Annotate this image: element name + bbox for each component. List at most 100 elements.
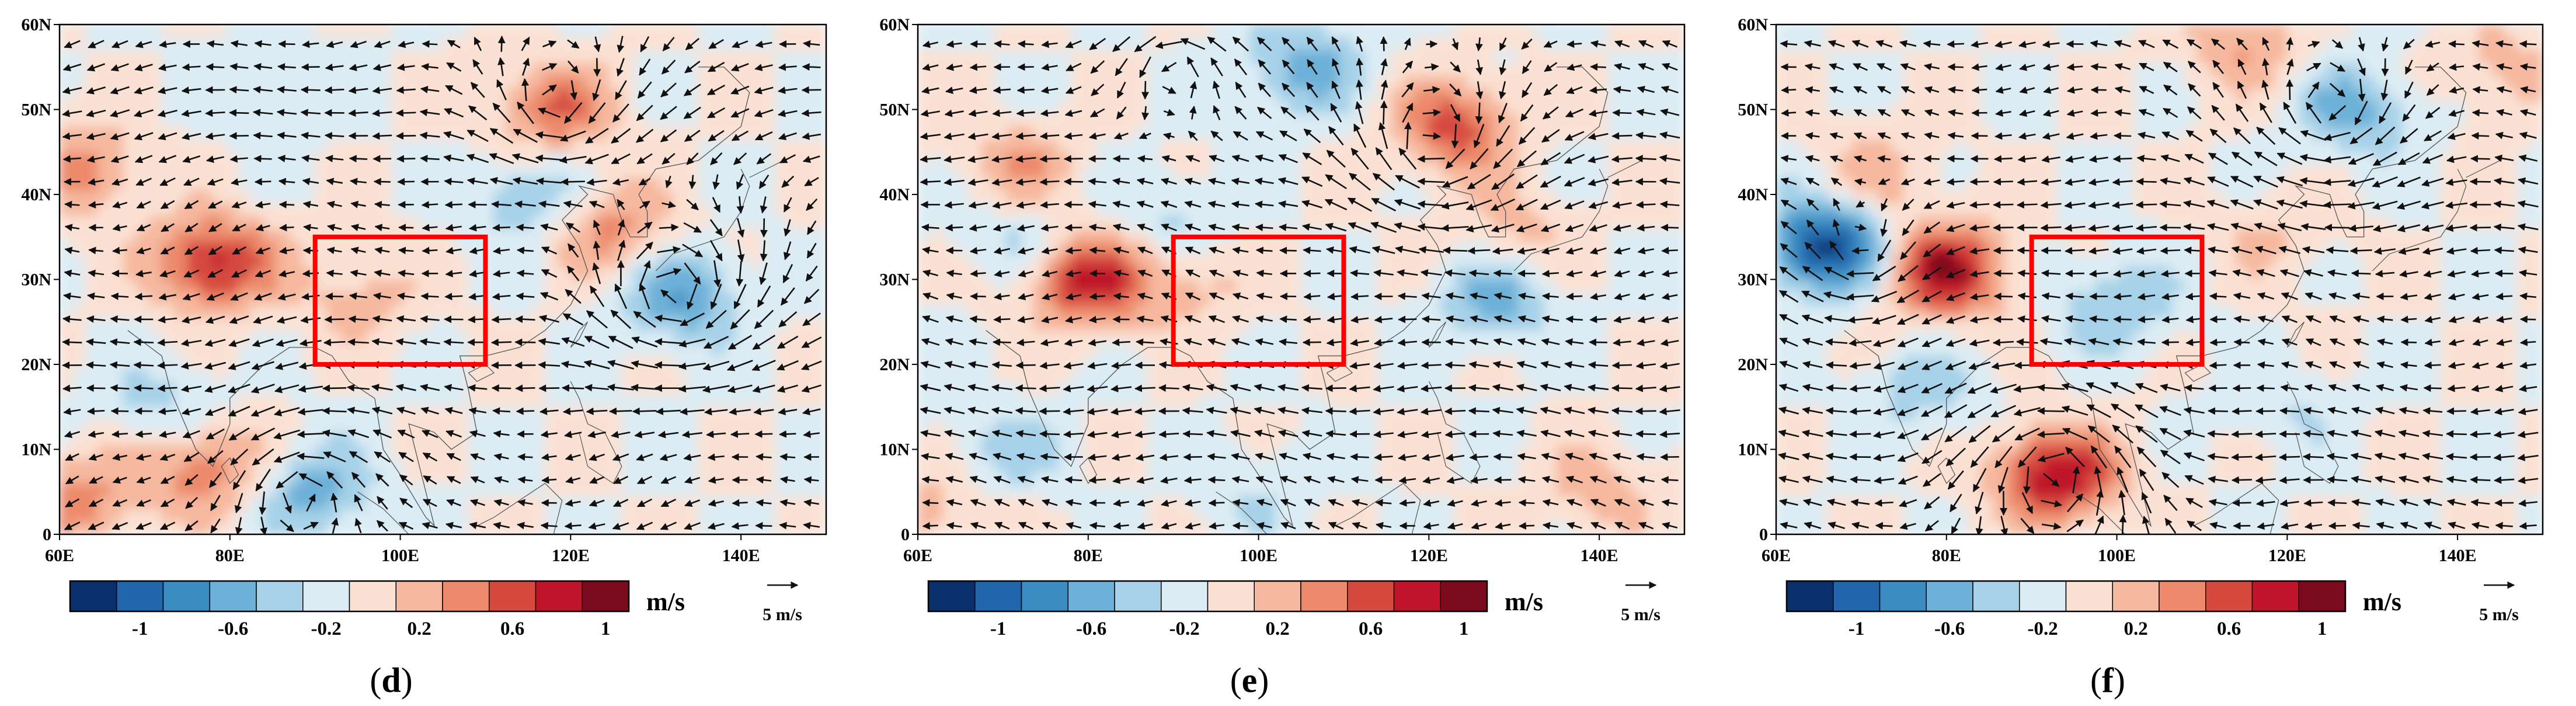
anomaly-cell: [1147, 88, 1161, 102]
anomaly-cell: [1198, 279, 1212, 293]
anomaly-cell: [1288, 496, 1301, 509]
anomaly-cell: [213, 177, 226, 191]
anomaly-cell: [481, 368, 495, 382]
anomaly-cell: [1083, 508, 1097, 522]
anomaly-cell: [187, 304, 201, 318]
anomaly-cell: [608, 343, 622, 356]
anomaly-cell: [1019, 75, 1033, 89]
anomaly-cell: [276, 470, 290, 484]
anomaly-cell: [1403, 126, 1416, 140]
anomaly-cell: [250, 113, 264, 127]
anomaly-cell: [1122, 100, 1136, 114]
anomaly-cell: [506, 164, 520, 178]
colorbar: -1 -0.6 -0.2 0.2 0.6 1: [69, 580, 630, 639]
anomaly-cell: [1262, 508, 1276, 522]
anomaly-cell: [1301, 164, 1314, 178]
anomaly-cell: [148, 241, 162, 255]
anomaly-cell: [545, 279, 558, 293]
anomaly-cell: [506, 457, 520, 471]
anomaly-cell: [1096, 394, 1110, 408]
anomaly-cell: [519, 343, 533, 356]
anomaly-cell: [506, 444, 520, 458]
anomaly-cell: [1301, 457, 1314, 471]
anomaly-cell: [698, 25, 712, 38]
anomaly-cell: [276, 394, 290, 408]
anomaly-cell: [1364, 368, 1378, 382]
anomaly-cell: [918, 190, 931, 204]
anomaly-cell: [1058, 75, 1072, 89]
anomaly-cell: [634, 25, 648, 38]
anomaly-cell: [493, 419, 507, 433]
anomaly-cell: [72, 406, 86, 420]
anomaly-cell: [1275, 343, 1289, 356]
anomaly-cell: [660, 394, 673, 408]
anomaly-cell: [557, 406, 571, 420]
anomaly-cell: [1301, 25, 1314, 38]
anomaly-cell: [213, 419, 226, 433]
anomaly-cell: [1173, 215, 1187, 229]
anomaly-cell: [994, 483, 1008, 497]
anomaly-cell: [443, 279, 456, 293]
anomaly-cell: [238, 457, 252, 471]
anomaly-cell: [930, 138, 944, 152]
anomaly-cell: [994, 355, 1008, 369]
anomaly-cell: [1032, 88, 1046, 102]
anomaly-cell: [1122, 253, 1136, 267]
anomaly-cell: [1058, 253, 1072, 267]
anomaly-cell: [123, 343, 137, 356]
anomaly-cell: [1083, 291, 1097, 305]
anomaly-cell: [123, 470, 137, 484]
wind-vector: [516, 407, 535, 415]
anomaly-cell: [736, 50, 750, 63]
anomaly-cell: [493, 190, 507, 204]
anomaly-cell: [263, 394, 277, 408]
anomaly-cell: [161, 368, 175, 382]
colorbar-swatch: [69, 580, 117, 612]
anomaly-cell: [1403, 291, 1416, 305]
anomaly-cell: [1134, 138, 1148, 152]
anomaly-cell: [1007, 394, 1021, 408]
anomaly-cell: [685, 253, 699, 267]
anomaly-cell: [1352, 291, 1366, 305]
anomaly-cell: [225, 406, 239, 420]
wind-vector: [133, 338, 154, 346]
anomaly-cell: [660, 190, 673, 204]
anomaly-cell: [672, 228, 686, 242]
anomaly-cell: [378, 190, 392, 204]
anomaly-cell: [417, 470, 431, 484]
anomaly-cell: [698, 419, 712, 433]
anomaly-cell: [1301, 62, 1314, 76]
anomaly-cell: [634, 343, 648, 356]
anomaly-cell: [1249, 37, 1263, 51]
anomaly-cell: [135, 483, 149, 497]
anomaly-cell: [672, 266, 686, 280]
anomaly-cell: [98, 228, 112, 242]
anomaly-cell: [378, 241, 392, 255]
anomaly-cell: [723, 381, 737, 395]
anomaly-cell: [1134, 88, 1148, 102]
anomaly-cell: [1364, 483, 1378, 497]
anomaly-cell: [1096, 343, 1110, 356]
anomaly-cell: [174, 50, 188, 63]
anomaly-cell: [698, 368, 712, 382]
anomaly-cell: [1301, 253, 1314, 267]
anomaly-cell: [1275, 253, 1289, 267]
anomaly-cell: [1403, 190, 1416, 204]
anomaly-cell: [969, 50, 982, 63]
panel-d: 60E 80E 100E 120E 140E 0 10N 20N 30N 40N 50N 60N -1-…: [0, 0, 858, 706]
anomaly-cell: [238, 355, 252, 369]
anomaly-cell: [1339, 100, 1353, 114]
anomaly-cell: [685, 190, 699, 204]
anomaly-cell: [1390, 483, 1404, 497]
anomaly-cell: [225, 419, 239, 433]
anomaly-cell: [302, 62, 316, 76]
anomaly-cell: [340, 25, 354, 38]
anomaly-cell: [1262, 304, 1276, 318]
anomaly-cell: [969, 368, 982, 382]
anomaly-cell: [506, 241, 520, 255]
anomaly-cell: [1249, 88, 1263, 102]
anomaly-cell: [1224, 483, 1238, 497]
anomaly-cell: [443, 508, 456, 522]
anomaly-cell: [1122, 406, 1136, 420]
wind-vector: [111, 430, 128, 438]
